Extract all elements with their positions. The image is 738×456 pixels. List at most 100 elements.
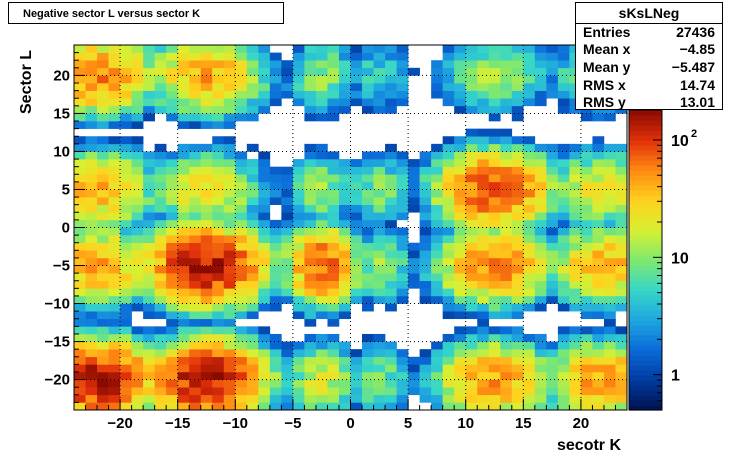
- heatmap-cell: [511, 105, 524, 114]
- heatmap-cell: [327, 52, 340, 61]
- heatmap-cell: [454, 356, 467, 365]
- heatmap-cell: [454, 288, 467, 297]
- heatmap-cell: [258, 174, 271, 183]
- heatmap-cell: [557, 174, 570, 183]
- heatmap-cell: [350, 212, 363, 221]
- heatmap-cell: [235, 295, 248, 304]
- heatmap-cell: [304, 387, 317, 396]
- heatmap-cell: [327, 295, 340, 304]
- heatmap-cell: [511, 189, 524, 198]
- heatmap-cell: [154, 265, 167, 274]
- heatmap-cell: [166, 60, 178, 69]
- heatmap-cell: [131, 288, 144, 297]
- heatmap-cell: [212, 288, 225, 297]
- heatmap-cell: [557, 303, 570, 312]
- x-tick-label: 15: [515, 415, 532, 432]
- heatmap-cell: [373, 90, 386, 99]
- heatmap-cell: [373, 387, 386, 396]
- heatmap-cell: [281, 257, 294, 266]
- heatmap-cell: [338, 280, 351, 289]
- heatmap-cell: [603, 341, 616, 350]
- heatmap-cell: [385, 235, 397, 244]
- heatmap-cell: [292, 159, 305, 167]
- heatmap-cell: [338, 45, 351, 53]
- heatmap-cell: [74, 311, 86, 320]
- heatmap-cell: [223, 387, 236, 396]
- heatmap-cell: [477, 364, 490, 373]
- palette-segment: [629, 240, 662, 246]
- heatmap-cell: [419, 189, 432, 198]
- heatmap-cell: [85, 212, 98, 221]
- heatmap-cell: [269, 219, 282, 228]
- heatmap-cell: [454, 60, 467, 69]
- heatmap-cell: [223, 105, 236, 114]
- heatmap-cell: [362, 159, 374, 167]
- heatmap-cell: [362, 166, 374, 175]
- heatmap-cell: [569, 159, 582, 167]
- heatmap-cell: [166, 75, 178, 84]
- heatmap-cell: [350, 45, 363, 53]
- heatmap-cell: [580, 174, 593, 183]
- heatmap-cell: [350, 166, 363, 175]
- palette-segment: [629, 290, 662, 296]
- heatmap-cell: [419, 371, 432, 380]
- heatmap-cell: [223, 98, 236, 107]
- heatmap-cell: [258, 227, 271, 236]
- heatmap-cell: [269, 356, 282, 365]
- heatmap-cell: [292, 219, 305, 228]
- palette-segment: [629, 370, 662, 376]
- heatmap-cell: [477, 295, 490, 304]
- heatmap-cell: [154, 105, 167, 114]
- heatmap-cell: [488, 265, 501, 274]
- heatmap-cell: [85, 349, 98, 358]
- heatmap-cell: [212, 52, 225, 61]
- heatmap-cell: [269, 371, 282, 380]
- heatmap-cell: [362, 219, 374, 228]
- heatmap-cell: [488, 242, 501, 251]
- heatmap-cell: [442, 265, 455, 274]
- heatmap-cell: [350, 204, 363, 213]
- heatmap-cell: [200, 379, 213, 388]
- heatmap-cell: [177, 250, 190, 259]
- heatmap-cell: [166, 212, 178, 221]
- heatmap-cell: [85, 67, 98, 76]
- heatmap-cell: [74, 204, 86, 213]
- heatmap-cell: [431, 151, 443, 160]
- heatmap-cell: [292, 295, 305, 304]
- heatmap-cell: [557, 394, 570, 403]
- heatmap-cell: [327, 364, 340, 373]
- heatmap-cell: [223, 250, 236, 259]
- heatmap-cell: [603, 197, 616, 205]
- heatmap-cell: [177, 333, 190, 342]
- heatmap-cell: [292, 394, 305, 403]
- heatmap-cell: [615, 349, 628, 358]
- heatmap-cell: [523, 295, 536, 304]
- heatmap-cell: [511, 52, 524, 61]
- heatmap-cell: [431, 166, 443, 175]
- heatmap-cell: [143, 265, 155, 274]
- heatmap-cell: [177, 227, 190, 236]
- heatmap-cell: [246, 83, 259, 91]
- heatmap-cell: [569, 288, 582, 297]
- heatmap-cell: [292, 341, 305, 350]
- heatmap-cell: [442, 75, 455, 84]
- heatmap-cell: [523, 143, 536, 152]
- heatmap-cell: [189, 189, 202, 198]
- heatmap-cell: [546, 219, 559, 228]
- stat-label: Entries: [583, 24, 631, 40]
- heatmap-cell: [385, 159, 397, 167]
- heatmap-cell: [465, 45, 478, 53]
- heatmap-cell: [546, 364, 559, 373]
- heatmap-cell: [569, 235, 582, 244]
- heatmap-cell: [350, 189, 363, 198]
- heatmap-cell: [154, 174, 167, 183]
- heatmap-cell: [396, 402, 409, 411]
- palette-segment: [629, 385, 662, 391]
- heatmap-cell: [419, 273, 432, 282]
- heatmap-cell: [580, 341, 593, 350]
- heatmap-cells: [74, 45, 628, 411]
- heatmap-cell: [488, 113, 501, 122]
- heatmap-cell: [603, 387, 616, 396]
- heatmap-cell: [200, 83, 213, 91]
- heatmap-cell: [523, 212, 536, 221]
